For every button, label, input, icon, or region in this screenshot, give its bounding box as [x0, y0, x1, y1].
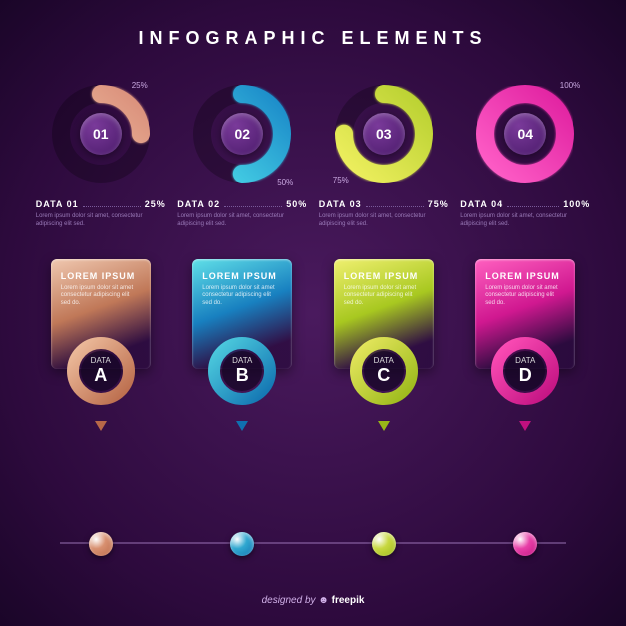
pointer-icon: [519, 421, 531, 431]
credit-prefix: designed by: [262, 595, 319, 606]
card-item-B: LOREM IPSUM Lorem ipsum dolor sit amet c…: [182, 259, 302, 369]
ring-data-label: DATA: [515, 356, 535, 365]
donut-data-row: DATA 01 25% Lorem ipsum dolor sit amet, …: [0, 189, 626, 229]
data-value: 100%: [563, 199, 590, 209]
credit-line: designed by ☻ freepik: [0, 595, 626, 606]
donut-number: 04: [504, 113, 546, 155]
timeline-dot-A: [89, 532, 113, 556]
timeline-dot-D: [513, 532, 537, 556]
credit-brand: freepik: [332, 595, 365, 606]
pointer-icon: [378, 421, 390, 431]
ring-letter: B: [232, 365, 252, 386]
data-label: DATA 02: [177, 199, 220, 209]
pointer-icon: [95, 421, 107, 431]
card-item-C: LOREM IPSUM Lorem ipsum dolor sit amet c…: [324, 259, 444, 369]
donut-number: 02: [221, 113, 263, 155]
donut-number: 01: [80, 113, 122, 155]
donut-data-cell-1: DATA 01 25% Lorem ipsum dolor sit amet, …: [36, 199, 166, 229]
ring-letter: C: [374, 365, 394, 386]
donut-pct-label: 100%: [560, 81, 580, 90]
data-label: DATA 03: [319, 199, 362, 209]
page-title: INFOGRAPHIC ELEMENTS: [0, 0, 626, 49]
lorem-text: Lorem ipsum dolor sit amet, consectetur …: [36, 213, 166, 229]
donut-data-cell-3: DATA 03 75% Lorem ipsum dolor sit amet, …: [319, 199, 449, 229]
ring-letter: A: [91, 365, 111, 386]
timeline-dot-B: [230, 532, 254, 556]
dotted-line-icon: [83, 202, 141, 207]
data-value: 25%: [145, 199, 166, 209]
donut-number: 03: [363, 113, 405, 155]
card-title: LOREM IPSUM: [485, 271, 565, 281]
data-value: 50%: [286, 199, 307, 209]
dotted-line-icon: [507, 202, 559, 207]
card-body: Lorem ipsum dolor sit amet consectetur a…: [344, 285, 424, 308]
lorem-text: Lorem ipsum dolor sit amet, consectetur …: [460, 213, 590, 229]
lorem-text: Lorem ipsum dolor sit amet, consectetur …: [177, 213, 307, 229]
pointer-icon: [236, 421, 248, 431]
card-ring-icon: DATA D: [487, 333, 563, 409]
donut-item-1: 01 25%: [36, 79, 166, 189]
ring-data-label: DATA: [374, 356, 394, 365]
donut-pct-label: 75%: [333, 176, 349, 185]
data-label: DATA 01: [36, 199, 79, 209]
cards-row: LOREM IPSUM Lorem ipsum dolor sit amet c…: [0, 229, 626, 369]
donut-item-4: 04 100%: [460, 79, 590, 189]
card-title: LOREM IPSUM: [61, 271, 141, 281]
ring-data-label: DATA: [91, 356, 111, 365]
data-label: DATA 04: [460, 199, 503, 209]
card-body: Lorem ipsum dolor sit amet consectetur a…: [485, 285, 565, 308]
card-body: Lorem ipsum dolor sit amet consectetur a…: [61, 285, 141, 308]
timeline-dots: [0, 532, 626, 556]
donut-pct-label: 25%: [132, 81, 148, 90]
donut-pct-label: 50%: [277, 178, 293, 187]
card-title: LOREM IPSUM: [202, 271, 282, 281]
dotted-line-icon: [224, 202, 282, 207]
dotted-line-icon: [366, 202, 424, 207]
donut-row: 01 25% 02: [0, 49, 626, 189]
lorem-text: Lorem ipsum dolor sit amet, consectetur …: [319, 213, 449, 229]
card-ring-icon: DATA A: [63, 333, 139, 409]
card-ring-icon: DATA C: [346, 333, 422, 409]
donut-data-cell-4: DATA 04 100% Lorem ipsum dolor sit amet,…: [460, 199, 590, 229]
ring-data-label: DATA: [232, 356, 252, 365]
donut-item-2: 02 50%: [177, 79, 307, 189]
ring-letter: D: [515, 365, 535, 386]
donut-item-3: 03 75%: [319, 79, 449, 189]
donut-data-cell-2: DATA 02 50% Lorem ipsum dolor sit amet, …: [177, 199, 307, 229]
card-title: LOREM IPSUM: [344, 271, 424, 281]
card-item-A: LOREM IPSUM Lorem ipsum dolor sit amet c…: [41, 259, 161, 369]
card-item-D: LOREM IPSUM Lorem ipsum dolor sit amet c…: [465, 259, 585, 369]
card-body: Lorem ipsum dolor sit amet consectetur a…: [202, 285, 282, 308]
card-ring-icon: DATA B: [204, 333, 280, 409]
data-value: 75%: [428, 199, 449, 209]
timeline-dot-C: [372, 532, 396, 556]
